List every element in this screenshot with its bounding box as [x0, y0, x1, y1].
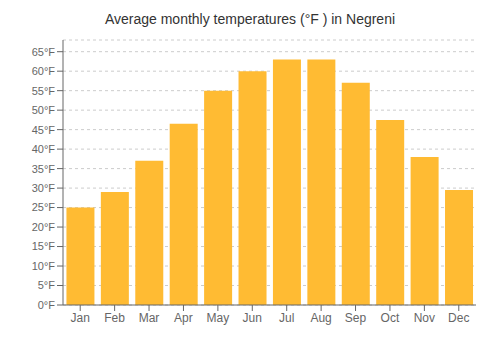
svg-text:25°F: 25°F [32, 201, 56, 213]
svg-text:Dec: Dec [448, 311, 469, 325]
svg-text:Jan: Jan [71, 311, 90, 325]
svg-text:10°F: 10°F [32, 260, 56, 272]
svg-text:50°F: 50°F [32, 104, 56, 116]
svg-text:Mar: Mar [139, 311, 160, 325]
svg-text:60°F: 60°F [32, 65, 56, 77]
svg-text:55°F: 55°F [32, 85, 56, 97]
svg-text:30°F: 30°F [32, 182, 56, 194]
svg-text:Aug: Aug [310, 311, 331, 325]
svg-text:15°F: 15°F [32, 240, 56, 252]
svg-text:Feb: Feb [104, 311, 125, 325]
svg-text:Oct: Oct [381, 311, 400, 325]
svg-text:0°F: 0°F [38, 299, 56, 311]
svg-text:May: May [207, 311, 230, 325]
html-text:Average monthly temperatures (: Average monthly temperatures (°F ) in Ne… [104, 11, 396, 27]
svg-text:35°F: 35°F [32, 163, 56, 175]
svg-text:5°F: 5°F [38, 279, 56, 291]
svg-text:20°F: 20°F [32, 221, 56, 233]
svg-text:65°F: 65°F [32, 46, 56, 58]
svg-text:Apr: Apr [174, 311, 193, 325]
svg-text:40°F: 40°F [32, 143, 56, 155]
svg-text:45°F: 45°F [32, 124, 56, 136]
svg-text:Sep: Sep [345, 311, 367, 325]
svg-text:Jun: Jun [243, 311, 262, 325]
svg-text:Jul: Jul [279, 311, 294, 325]
svg-text:Nov: Nov [414, 311, 435, 325]
